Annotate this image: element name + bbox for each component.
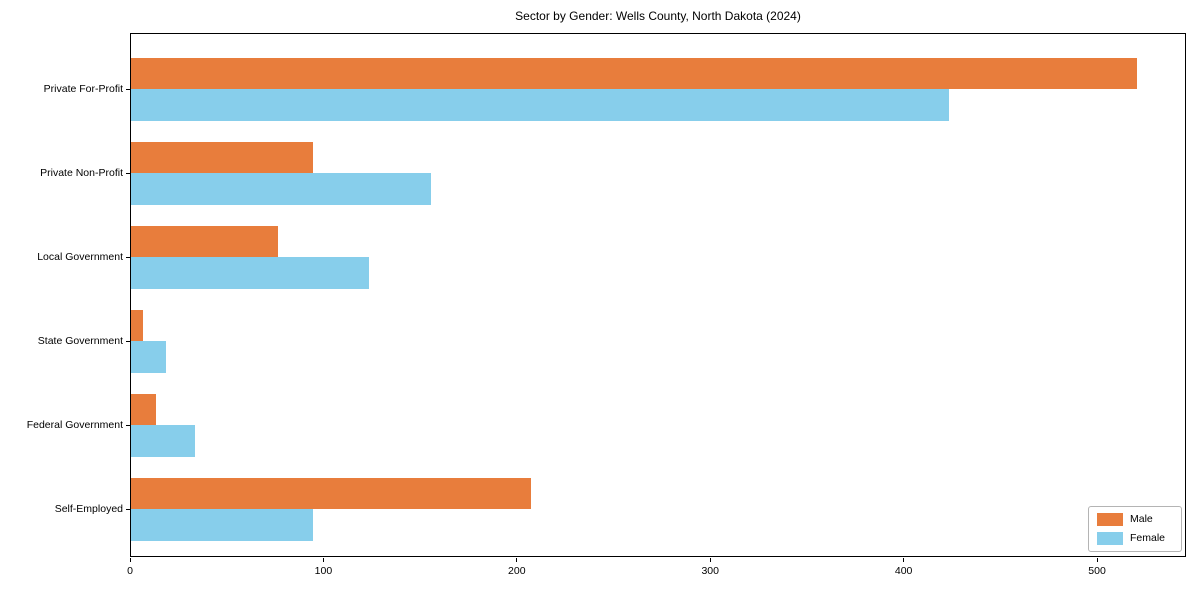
y-axis-label-local-government: Local Government [37, 251, 123, 263]
y-tick-mark [126, 424, 130, 426]
y-axis-label-private-non-profit: Private Non-Profit [40, 167, 123, 179]
bar-female-private-for-profit [131, 89, 949, 121]
legend-swatch-male [1097, 513, 1123, 526]
x-tick-mark [322, 558, 324, 562]
y-axis-label-state-government: State Government [37, 335, 123, 347]
x-axis-tick-200: 200 [508, 565, 526, 577]
bar-male-state-government [131, 309, 143, 341]
bar-female-private-non-profit [131, 173, 431, 205]
bar-male-self-employed [131, 477, 531, 509]
x-axis-tick-500: 500 [1088, 565, 1106, 577]
legend-swatch-female [1097, 532, 1123, 545]
bar-male-private-non-profit [131, 141, 313, 173]
legend-entry-female: Female [1097, 532, 1173, 545]
x-tick-mark [709, 558, 711, 562]
x-axis-tick-100: 100 [314, 565, 333, 577]
y-axis-label-private-for-profit: Private For-Profit [43, 83, 123, 95]
bar-female-self-employed [131, 509, 313, 541]
x-tick-mark [1096, 558, 1098, 562]
bar-male-local-government [131, 225, 278, 257]
y-tick-mark [126, 88, 130, 90]
y-axis-label-federal-government: Federal Government [26, 419, 123, 431]
bar-female-local-government [131, 257, 369, 289]
y-tick-mark [126, 172, 130, 174]
legend: Male Female [1088, 506, 1182, 552]
x-axis-tick-300: 300 [701, 565, 719, 577]
y-tick-mark [126, 508, 130, 510]
bar-female-federal-government [131, 425, 195, 457]
y-tick-mark [126, 256, 130, 258]
x-axis-tick-0: 0 [127, 565, 133, 577]
y-axis-label-self-employed: Self-Employed [54, 503, 123, 515]
legend-label-male: Male [1130, 513, 1153, 525]
x-axis-tick-400: 400 [894, 565, 913, 577]
x-tick-mark [903, 558, 905, 562]
legend-entry-male: Male [1097, 513, 1173, 526]
bar-male-private-for-profit [131, 57, 1137, 89]
x-tick-mark [129, 558, 131, 562]
bar-female-state-government [131, 341, 166, 373]
bar-male-federal-government [131, 393, 156, 425]
y-tick-mark [126, 340, 130, 342]
legend-label-female: Female [1130, 532, 1166, 544]
chart-title: Sector by Gender: Wells County, North Da… [515, 9, 801, 23]
x-tick-mark [516, 558, 518, 562]
